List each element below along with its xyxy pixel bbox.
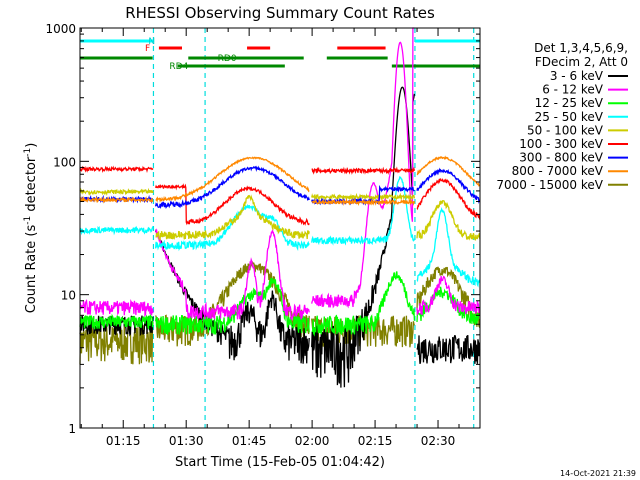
series-line [79,187,481,241]
y-axis-label-sup2: -1 [23,148,33,157]
x-tick-label: 02:00 [295,434,330,448]
legend-label: 7000 - 15000 keV [496,178,603,192]
axes: 01:15 01:30 01:45 02:00 02:15 02:30 1 10 100 1000 [45,22,481,448]
night-boundaries [152,28,475,428]
series-line [79,261,481,365]
y-axis-label-end: ) [24,143,39,148]
y-axis-label-mid: detector [24,156,39,216]
legend-label: 300 - 800 keV [519,151,603,165]
y-axis-label-main: Count Rate (s [24,225,39,314]
datestamp: 14-Oct-2021 21:39 [560,469,636,478]
series-lines [79,27,481,388]
x-tick-label: 02:15 [358,434,393,448]
x-axis-label: Start Time (15-Feb-05 01:04:42) [175,455,385,470]
x-tick-label: 02:30 [421,434,456,448]
legend-header-line-2: FDecim 2, Att 0 [535,55,628,69]
x-tick-label: 01:45 [232,434,267,448]
series-line [79,165,481,226]
plot-frame [79,27,481,429]
flag-label-rd4: RD4 [169,62,188,72]
legend-label: 800 - 7000 keV [512,164,604,178]
series-line [79,155,480,206]
series-line [79,27,481,321]
y-axis-label-sup1: -1 [23,216,33,225]
x-tick-label: 01:15 [106,434,141,448]
y-axis-label: Count Rate (s-1 detector-1) [23,143,39,314]
y-tick-label: 10 [61,289,76,303]
y-tick-label: 1 [68,422,76,436]
x-tick-label: 01:30 [169,434,204,448]
y-tick-label: 1000 [45,22,76,36]
chart-title: RHESSI Observing Summary Count Rates [125,4,435,22]
legend-label: 6 - 12 keV [542,83,604,97]
flag-label-f: F [145,44,150,54]
flag-label-rd0: RD0 [218,54,237,64]
y-tick-label: 100 [53,155,76,169]
observing-flags: NF RD0 RD4 [80,37,480,72]
legend-label: 25 - 50 keV [535,110,604,124]
legend-label: 12 - 25 keV [535,96,604,110]
legend-label: 100 - 300 keV [519,137,603,151]
flag-label-n: N [148,37,155,47]
legend-header-line-1: Det 1,3,4,5,6,9, [534,41,628,55]
legend-label: 50 - 100 keV [527,123,604,137]
legend-label: 3 - 6 keV [550,69,604,83]
